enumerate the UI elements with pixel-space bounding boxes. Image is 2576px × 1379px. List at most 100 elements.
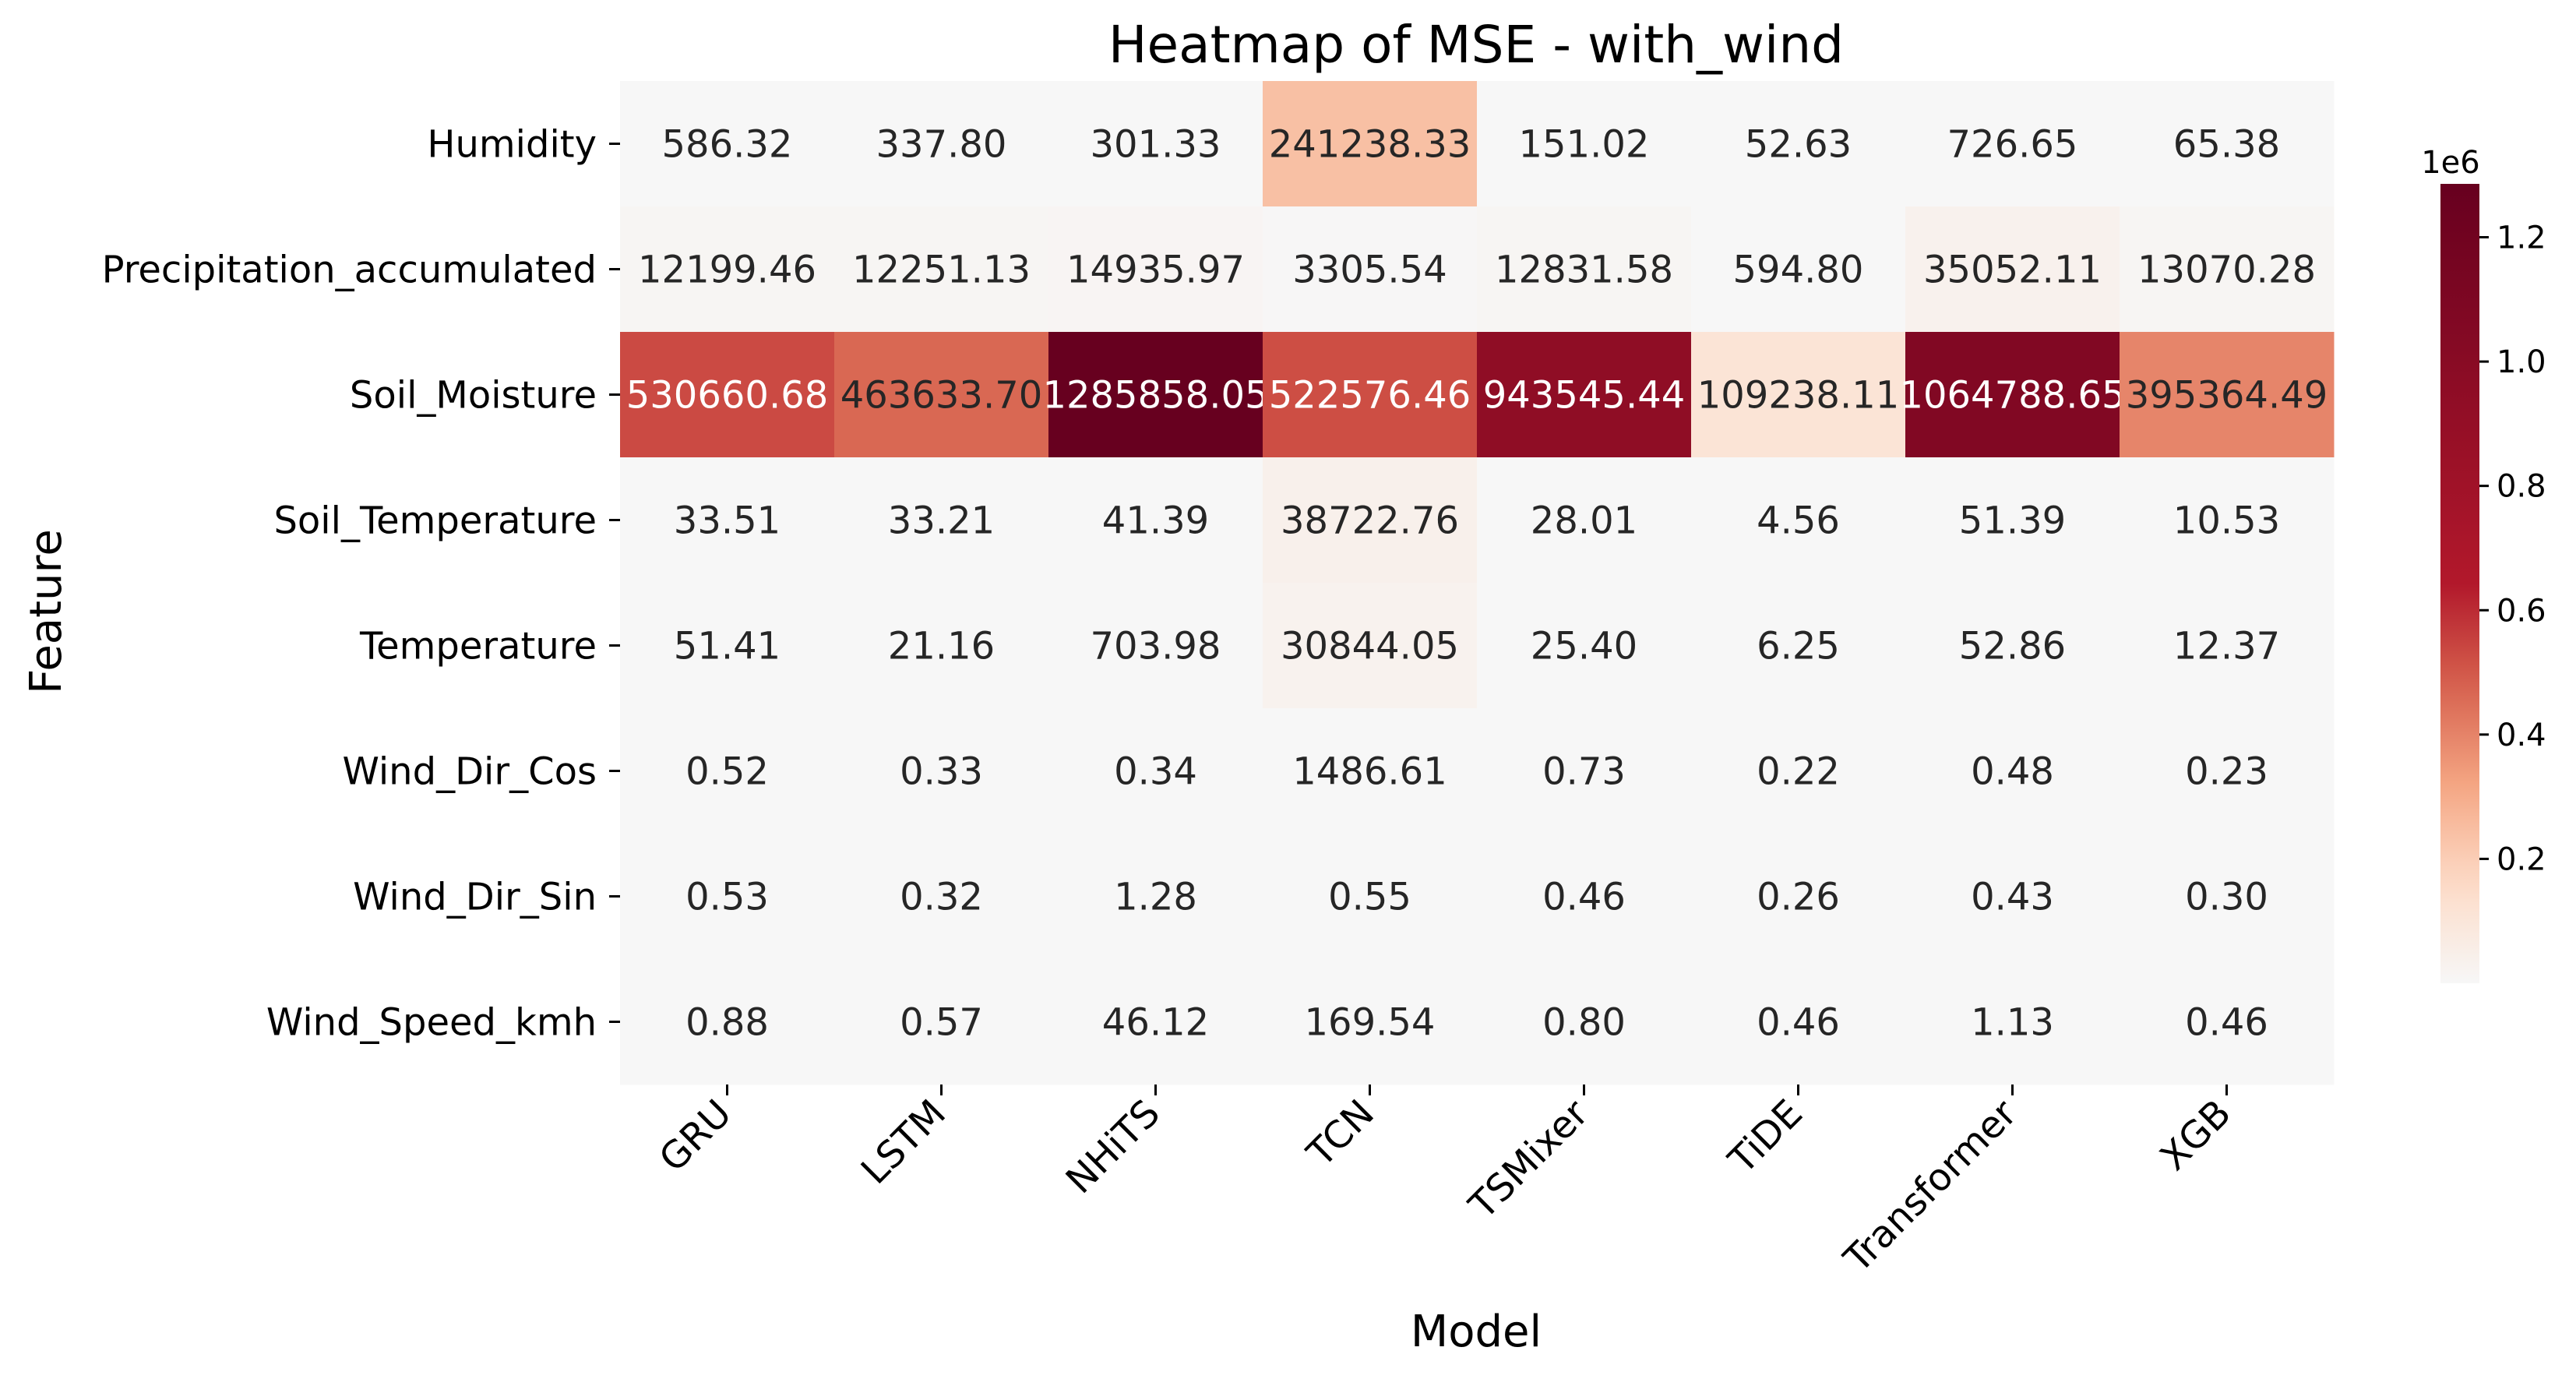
cell-value-label: 0.73 — [1542, 750, 1626, 794]
heatmap-cell — [620, 457, 835, 584]
heatmap-cell — [1263, 206, 1478, 333]
heatmap-cell — [2120, 583, 2335, 709]
cell-value-label: 0.52 — [685, 750, 769, 794]
colorbar-gradient — [2440, 184, 2479, 983]
heatmap-cell — [1477, 583, 1692, 709]
heatmap-cell — [1263, 834, 1478, 960]
y-tick-label: Soil_Moisture — [350, 374, 597, 418]
colorbar-tick-label: 0.6 — [2497, 593, 2546, 629]
heatmap-cell — [2120, 206, 2335, 333]
heatmap-cell — [1905, 708, 2120, 834]
heatmap-cell — [1048, 332, 1263, 458]
cell-value-label: 241238.33 — [1269, 123, 1471, 167]
y-tick-label: Temperature — [359, 625, 597, 668]
heatmap-cell — [1691, 834, 1906, 960]
cell-value-label: 4.56 — [1757, 499, 1840, 543]
heatmap-cell — [1477, 959, 1692, 1085]
heatmap-cell — [620, 583, 835, 709]
cell-value-label: 0.22 — [1757, 750, 1840, 794]
cell-value-label: 12199.46 — [638, 249, 816, 292]
y-axis-label: Feature — [21, 529, 72, 694]
cell-value-label: 1064788.65 — [1899, 374, 2125, 418]
heatmap-cell — [1048, 457, 1263, 584]
cell-value-label: 0.23 — [2185, 750, 2268, 794]
heatmap-cell — [1048, 206, 1263, 333]
cell-value-label: 0.55 — [1328, 876, 1411, 919]
heatmap-cell — [1691, 959, 1906, 1085]
heatmap-cell — [2120, 332, 2335, 458]
heatmap-cell — [2120, 959, 2335, 1085]
heatmap-cell — [1477, 206, 1692, 333]
y-tick-label: Wind_Dir_Sin — [353, 876, 597, 919]
cell-value-label: 30844.05 — [1281, 625, 1459, 668]
heatmap-cell — [1263, 959, 1478, 1085]
cell-value-label: 12831.58 — [1495, 249, 1673, 292]
cell-value-label: 0.32 — [900, 876, 983, 919]
heatmap-cell — [2120, 457, 2335, 584]
y-tick-label: Wind_Dir_Cos — [342, 750, 597, 794]
cell-value-label: 21.16 — [888, 625, 995, 668]
x-axis-label: Model — [1411, 1307, 1542, 1357]
heatmap-cell — [1263, 81, 1478, 207]
y-tick-label: Precipitation_accumulated — [102, 249, 597, 292]
cell-value-label: 52.63 — [1745, 123, 1852, 167]
cell-value-label: 586.32 — [662, 123, 793, 167]
cell-value-label: 65.38 — [2173, 123, 2280, 167]
cell-value-label: 0.34 — [1114, 750, 1197, 794]
heatmap-cell — [1048, 834, 1263, 960]
heatmap-cell — [1477, 332, 1692, 458]
cell-value-label: 0.30 — [2185, 876, 2268, 919]
heatmap-cell — [620, 959, 835, 1085]
cell-value-label: 169.54 — [1305, 1001, 1436, 1045]
cell-value-label: 726.65 — [1947, 123, 2078, 167]
colorbar-tick-label: 1.2 — [2497, 220, 2546, 256]
heatmap-cell — [1048, 708, 1263, 834]
colorbar-tick-label: 0.2 — [2497, 841, 2546, 877]
cell-value-label: 51.41 — [674, 625, 781, 668]
cell-value-label: 0.26 — [1757, 876, 1840, 919]
heatmap-cell — [834, 81, 1049, 207]
cell-value-label: 38722.76 — [1281, 499, 1459, 543]
heatmap-cell — [1048, 959, 1263, 1085]
heatmap-cell — [620, 708, 835, 834]
heatmap-cell — [1263, 708, 1478, 834]
heatmap-cell — [1691, 81, 1906, 207]
cell-value-label: 0.80 — [1542, 1001, 1626, 1045]
cell-value-label: 41.39 — [1102, 499, 1209, 543]
colorbar-tick-label: 1.0 — [2497, 344, 2546, 380]
cell-value-label: 33.21 — [888, 499, 995, 543]
colorbar: 1e6 0.2 0.4 0.6 0.8 1.0 1.2 — [2421, 145, 2546, 983]
heatmap-cell — [1691, 583, 1906, 709]
heatmap-cell — [1048, 583, 1263, 709]
y-tick-label: Wind_Speed_kmh — [266, 1001, 597, 1045]
colorbar-tick-label: 0.8 — [2497, 469, 2546, 505]
heatmap-cell — [620, 834, 835, 960]
cell-value-label: 0.43 — [1971, 876, 2054, 919]
cell-value-label: 6.25 — [1757, 625, 1840, 668]
heatmap-cell — [1477, 457, 1692, 584]
heatmap-cell — [1905, 583, 2120, 709]
cell-value-label: 52.86 — [1959, 625, 2066, 668]
heatmap-cell — [2120, 81, 2335, 207]
heatmap-cell — [834, 708, 1049, 834]
heatmap-cell — [1263, 583, 1478, 709]
cell-value-label: 0.48 — [1971, 750, 2054, 794]
heatmap-cell — [620, 332, 835, 458]
heatmap-cell — [834, 834, 1049, 960]
cell-value-label: 13070.28 — [2137, 249, 2316, 292]
heatmap-cell — [1905, 332, 2120, 458]
heatmap-cell — [1691, 708, 1906, 834]
cell-value-label: 0.33 — [900, 750, 983, 794]
heatmap-cell — [1905, 959, 2120, 1085]
y-axis-ticks: Humidity Precipitation_accumulated Soil_Mo… — [102, 123, 620, 1045]
cell-value-label: 1285858.05 — [1042, 374, 1268, 418]
heatmap-cell — [834, 959, 1049, 1085]
heatmap-cell — [1477, 834, 1692, 960]
heatmap-cell — [2120, 708, 2335, 834]
cell-value-label: 395364.49 — [2126, 374, 2328, 418]
cell-value-label: 703.98 — [1091, 625, 1221, 668]
heatmap-cell — [1691, 457, 1906, 584]
heatmap-cell — [834, 457, 1049, 584]
heatmap-cell — [834, 206, 1049, 333]
